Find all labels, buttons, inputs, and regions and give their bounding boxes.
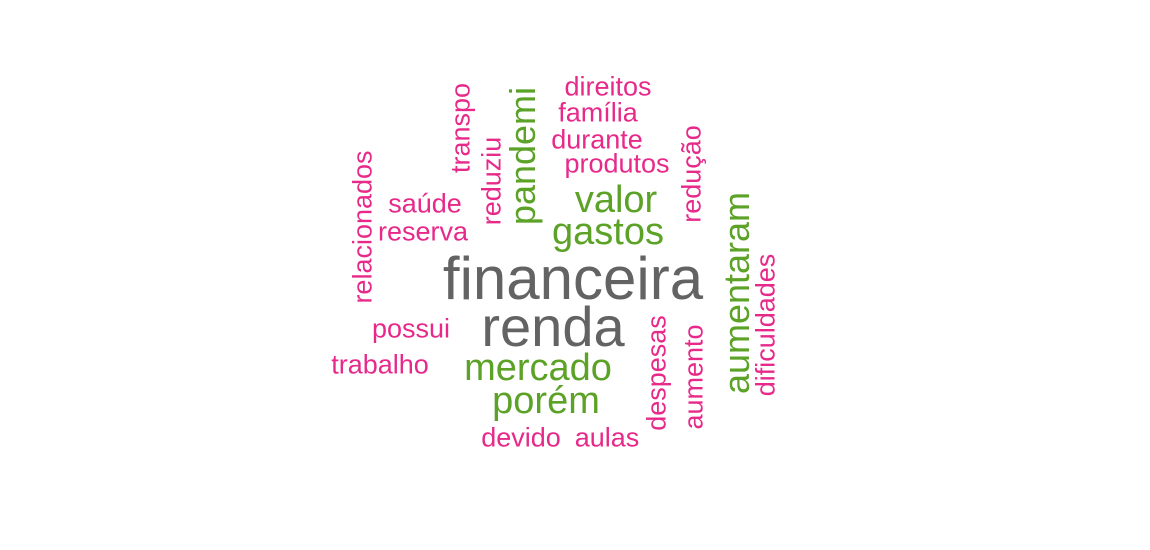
word-saude: saúde	[388, 188, 462, 219]
word-relacionados: relacionados	[347, 150, 378, 304]
word-dificuldades: dificuldades	[750, 253, 781, 397]
word-valor: valor	[574, 179, 658, 221]
word-aulas: aulas	[574, 422, 640, 453]
word-financeira: financeira	[442, 245, 704, 312]
word-familia: família	[558, 97, 638, 128]
word-pandemi: pandemi	[502, 86, 543, 226]
word-mercado: mercado	[464, 347, 612, 389]
word-gastos: gastos	[552, 211, 664, 253]
word-reserva: reserva	[377, 216, 469, 247]
word-trabalho: trabalho	[331, 349, 429, 380]
word-reduziu: reduziu	[476, 136, 507, 226]
word-direitos: direitos	[564, 71, 652, 102]
word-devido: devido	[481, 422, 561, 453]
word-despesas: despesas	[641, 315, 672, 431]
word-produtos: produtos	[564, 148, 670, 179]
word-aumento: aumento	[678, 324, 709, 430]
word-durante: durante	[551, 124, 643, 155]
word-renda: renda	[481, 295, 625, 358]
word-possui: possui	[371, 313, 451, 344]
word-transpo: transpo	[445, 82, 476, 174]
word-porem: porém	[492, 380, 600, 422]
word-reducao: redução	[676, 125, 707, 223]
